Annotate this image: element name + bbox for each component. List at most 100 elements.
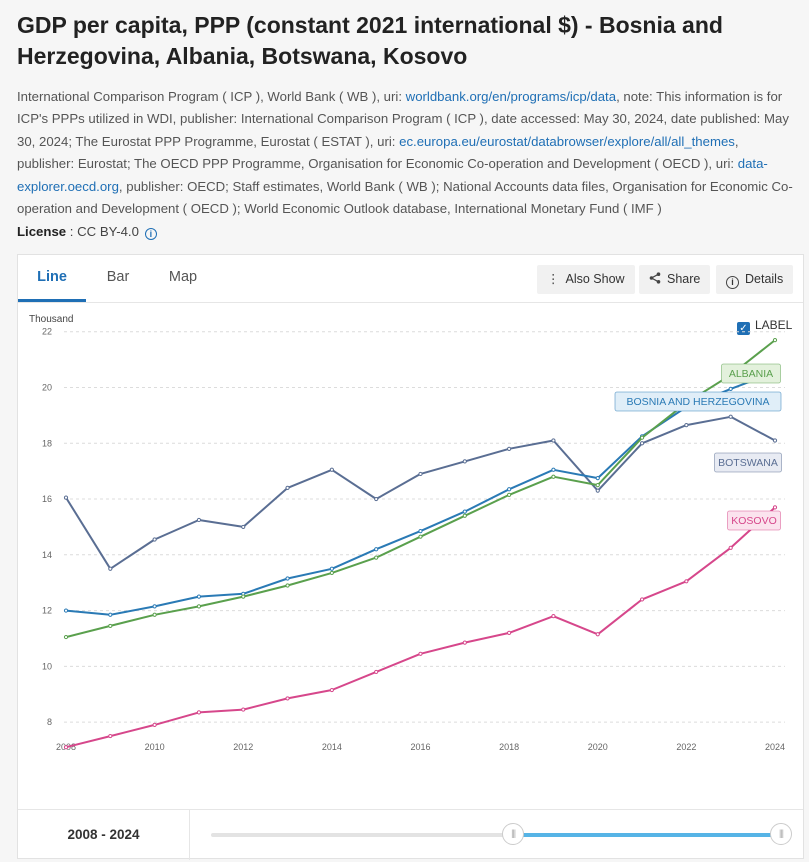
data-point [329, 467, 334, 472]
license-value: : CC BY-4.0 [66, 224, 139, 239]
data-point [374, 669, 379, 675]
data-point [196, 594, 202, 599]
data-point [639, 597, 645, 602]
y-tick-label: 10 [42, 661, 52, 671]
tab-bar[interactable]: Bar [106, 269, 130, 285]
source-text-1: International Comparison Program ( ICP )… [17, 89, 406, 104]
data-point [595, 476, 600, 481]
source-link-eurostat[interactable]: ec.europa.eu/eurostat/databrowser/explor… [399, 133, 735, 149]
data-point [595, 488, 600, 493]
data-point [595, 482, 600, 488]
details-label: Details [745, 272, 784, 286]
source-text-3: , publisher: Eurostat; The OECD PPP Prog… [17, 133, 739, 172]
license-label: License [17, 224, 67, 239]
data-point [639, 441, 645, 446]
data-point [772, 505, 778, 510]
data-point [63, 745, 69, 750]
series-label: BOTSWANA [718, 457, 778, 469]
share-icon [649, 265, 661, 294]
range-footer: 2008 - 2024 ||| ||| [18, 809, 803, 860]
y-tick-label: 20 [42, 383, 52, 393]
data-point [196, 517, 202, 523]
also-show-button[interactable]: ⋮ Also Show [537, 265, 635, 294]
data-point [418, 529, 423, 534]
data-point [418, 534, 423, 539]
data-point [285, 583, 290, 588]
data-point [595, 632, 600, 637]
x-tick-label: 2010 [145, 742, 165, 752]
data-point [329, 566, 334, 571]
source-note: International Comparison Program ( ICP )… [17, 86, 799, 220]
data-point [63, 608, 69, 613]
share-button[interactable]: Share [639, 265, 711, 294]
x-tick-label: 2014 [322, 742, 342, 752]
y-axis-label: Thousand [29, 314, 73, 325]
x-tick-label: 2016 [410, 742, 430, 752]
data-point [108, 623, 113, 629]
data-point [551, 614, 556, 619]
data-point [639, 435, 645, 440]
tab-line[interactable]: Line [18, 255, 86, 302]
y-tick-label: 8 [47, 717, 52, 727]
data-point [329, 687, 334, 693]
data-point [418, 471, 423, 477]
data-point [507, 492, 512, 497]
share-label: Share [667, 272, 701, 286]
range-end-handle[interactable]: ||| [770, 823, 792, 845]
y-tick-label: 22 [42, 327, 52, 337]
x-tick-label: 2012 [233, 742, 253, 752]
data-point [684, 423, 689, 428]
data-point [196, 710, 202, 715]
data-point [63, 495, 69, 500]
data-point [728, 414, 733, 419]
y-tick-label: 14 [42, 550, 52, 560]
series-label-box [714, 452, 782, 473]
x-tick-label: 2020 [588, 742, 608, 752]
data-point [241, 707, 246, 712]
chart-tabs: Line Bar Map ⋮ Also Show Share i Details [18, 255, 803, 303]
series-label: KOSOVO [731, 515, 777, 527]
year-range-label: 2008 - 2024 [18, 810, 190, 860]
also-show-label: Also Show [565, 272, 625, 286]
source-text-4: , publisher: OECD; Staff estimates, Worl… [17, 178, 793, 217]
data-point [241, 524, 246, 530]
y-tick-label: 18 [42, 438, 52, 448]
data-point [241, 594, 246, 599]
data-point [462, 640, 467, 645]
data-point [285, 576, 290, 581]
range-start-handle[interactable]: ||| [502, 823, 525, 845]
tab-map[interactable]: Map [168, 269, 198, 285]
details-button[interactable]: i Details [716, 265, 794, 294]
data-point [374, 496, 379, 502]
data-point [728, 386, 733, 391]
series-label-box [727, 510, 781, 531]
line-chart: Thousand81012141618202220082010201220142… [29, 314, 785, 752]
data-point [285, 696, 290, 701]
x-tick-label: 2022 [676, 742, 696, 752]
data-point [684, 579, 689, 584]
data-point [374, 547, 379, 552]
data-point [152, 537, 157, 542]
series-line-albania [65, 339, 776, 639]
label-checkbox[interactable]: ✓ [737, 322, 750, 335]
data-point [152, 604, 157, 609]
data-point [152, 612, 157, 617]
label-toggle[interactable]: ✓ LABEL [737, 318, 792, 335]
x-tick-label: 2024 [765, 742, 785, 752]
data-point [108, 733, 113, 739]
license-info-icon[interactable]: i [144, 228, 157, 240]
series-label-box [721, 363, 781, 384]
data-point [462, 459, 467, 464]
data-point [285, 485, 290, 490]
info-icon: i [726, 276, 739, 289]
data-point [507, 487, 512, 492]
series-line-kosovo [65, 506, 776, 749]
range-slider[interactable]: ||| ||| [211, 823, 792, 845]
data-point [551, 467, 556, 472]
data-point [63, 634, 69, 640]
series-label: BOSNIA AND HERZEGOVINA [627, 396, 770, 408]
source-text-2: , note: This information is for ICP's PP… [17, 89, 789, 149]
source-link-icp[interactable]: worldbank.org/en/programs/icp/data [405, 89, 617, 104]
source-link-oecd[interactable]: data-explorer.oecd.org [17, 156, 768, 194]
data-point [462, 509, 467, 514]
